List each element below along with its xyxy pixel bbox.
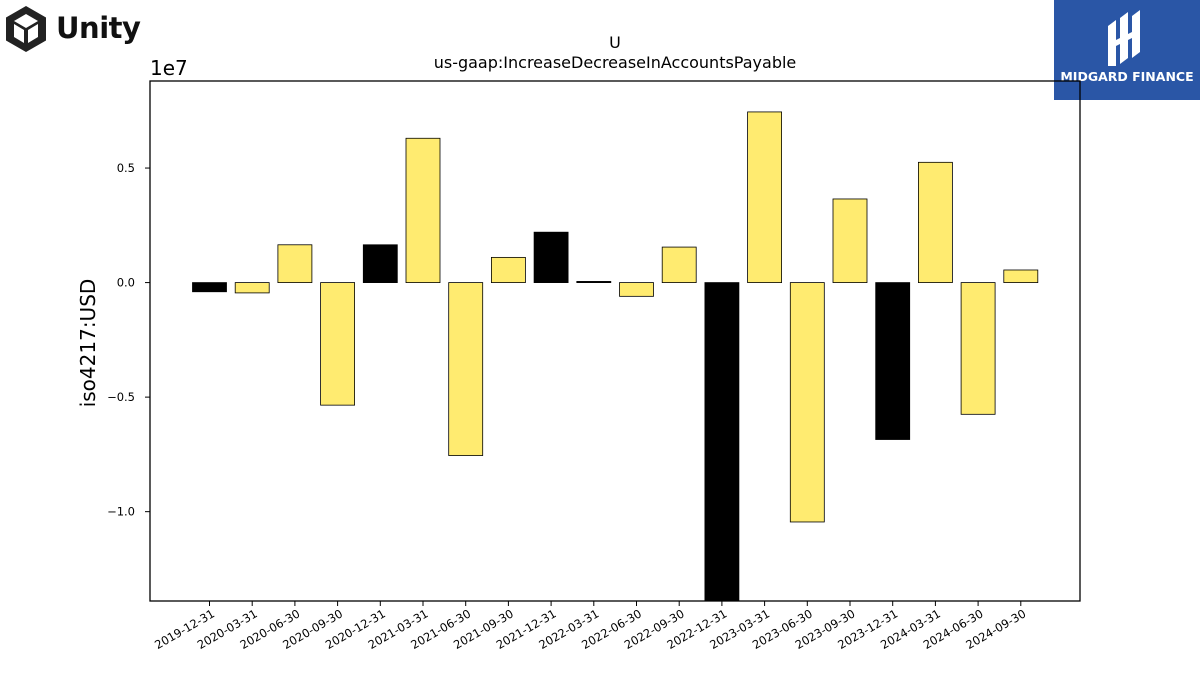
y-tick-label: 0.5 [117, 161, 135, 175]
bar-2020-09-30 [320, 282, 356, 406]
bar-2024-03-31 [918, 161, 953, 283]
y-tick-label: −0.5 [107, 390, 135, 404]
midgard-finance-logo: MIDGARD FINANCE [1054, 0, 1200, 100]
bar-2024-09-30 [1003, 269, 1039, 283]
bar-2024-06-30 [960, 282, 996, 415]
y-offset-label: 1e7 [150, 56, 188, 80]
bar-2021-09-30 [490, 256, 526, 283]
bar-2022-03-31 [576, 281, 612, 283]
bar-2020-06-30 [277, 244, 313, 283]
bar-2022-06-30 [619, 282, 654, 297]
unity-logo: Unity [4, 4, 141, 52]
midgard-monogram-icon [1108, 10, 1140, 66]
midgard-finance-name: MIDGARD FINANCE [1060, 69, 1194, 84]
bar-2023-03-31 [747, 111, 782, 283]
unity-wordmark: Unity [56, 11, 141, 45]
bar-2023-09-30 [832, 198, 868, 283]
unity-cube-icon [6, 6, 46, 52]
bar-2023-06-30 [789, 282, 825, 523]
bar-2019-12-31 [192, 282, 227, 293]
y-ticks-group: −1.0 −0.5 0.0 0.5 [107, 161, 150, 519]
plot-frame [149, 80, 1081, 602]
bar-2022-12-31 [704, 282, 740, 602]
bar-2022-09-30 [661, 246, 697, 283]
chart-subtitle: us-gaap:IncreaseDecreaseInAccountsPayabl… [434, 53, 797, 72]
y-tick-label: −1.0 [107, 505, 135, 519]
bar-2021-03-31 [405, 137, 441, 283]
bar-2020-03-31 [234, 282, 270, 294]
bar-2021-12-31 [533, 231, 569, 283]
bar-2021-06-30 [448, 282, 484, 456]
bars-group [192, 111, 1039, 602]
y-axis-label: iso4217:USD [76, 279, 100, 408]
x-ticks-group: 2019-12-312020-03-312020-06-302020-09-30… [152, 601, 1028, 652]
bar-2023-12-31 [875, 282, 911, 440]
y-tick-label: 0.0 [117, 276, 135, 290]
chart-title: U [609, 33, 621, 52]
bar-2020-12-31 [362, 244, 398, 283]
